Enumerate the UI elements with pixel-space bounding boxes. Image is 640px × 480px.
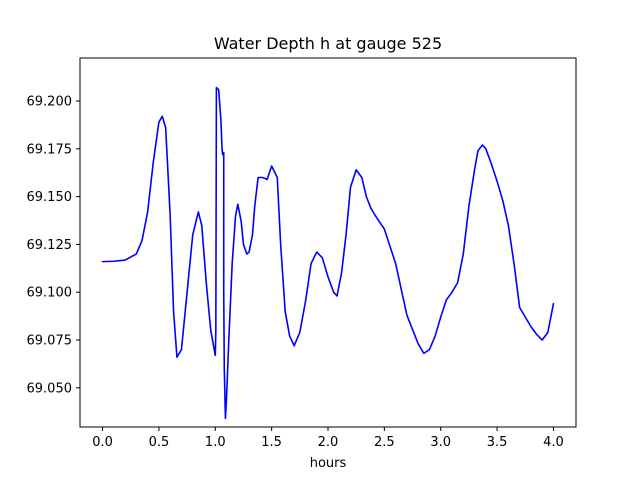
y-tick-label: 69.125 (27, 238, 73, 253)
x-tick-label: 3.0 (430, 435, 451, 450)
axes-frame (79, 57, 577, 428)
x-axis-ticks: 0.0 0.5 1.0 1.5 2.0 2.5 3.0 3.5 4.0 (92, 427, 564, 450)
chart-title: Water Depth h at gauge 525 (214, 34, 442, 53)
x-tick-label: 0.5 (149, 435, 170, 450)
x-tick-label: 0.0 (92, 435, 113, 450)
x-tick-label: 1.0 (205, 435, 226, 450)
series-line-0 (101, 86, 555, 420)
y-axis-ticks: 69.050 69.075 69.100 69.125 69.150 69.175 69.2… (27, 95, 80, 396)
y-tick-label: 69.150 (27, 190, 73, 205)
x-tick-label: 2.5 (374, 435, 395, 450)
x-tick-label: 3.5 (487, 435, 508, 450)
y-tick-label: 69.200 (27, 95, 73, 110)
x-axis-label: hours (310, 456, 347, 471)
y-tick-label: 69.100 (27, 286, 73, 301)
x-tick-label: 2.0 (318, 435, 339, 450)
y-tick-label: 69.050 (27, 381, 73, 396)
x-tick-label: 1.5 (261, 435, 282, 450)
y-tick-label: 69.075 (27, 334, 73, 349)
x-tick-label: 4.0 (543, 435, 564, 450)
y-tick-label: 69.175 (27, 142, 73, 157)
plot-area (101, 86, 555, 420)
